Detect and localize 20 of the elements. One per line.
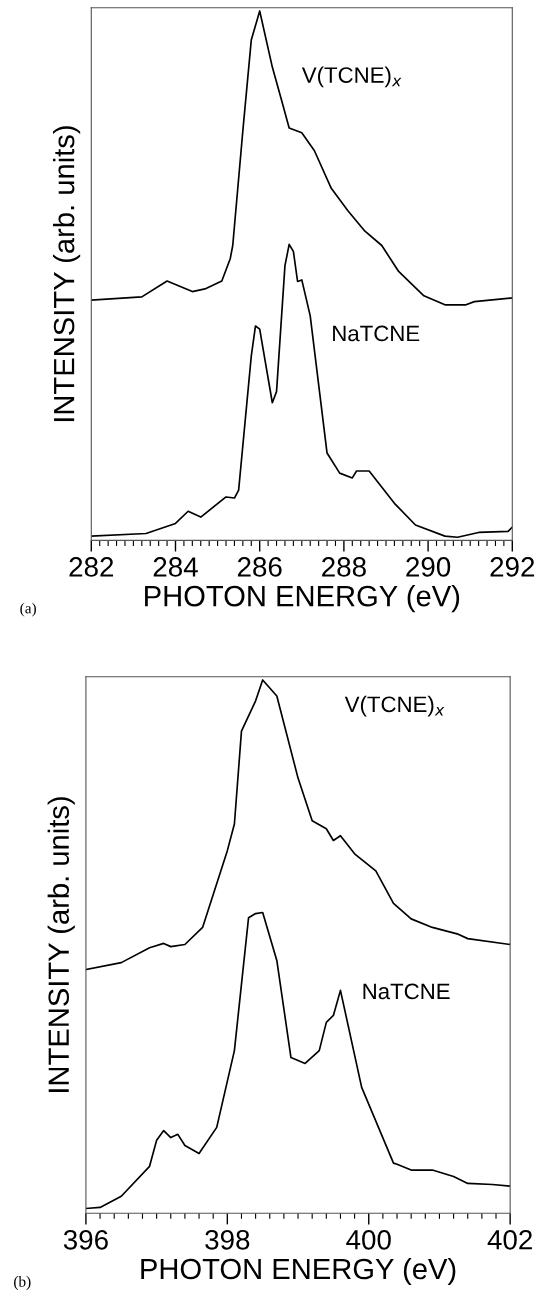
x-tick-label: 288 <box>322 557 366 577</box>
x-axis-title: PHOTON ENERGY (eV) <box>141 1257 456 1286</box>
x-tick-label: 284 <box>153 557 198 577</box>
text: (b) <box>14 1276 31 1290</box>
y-axis-title: INTENSITY (arb. units) <box>52 126 81 422</box>
x-tick-label: 282 <box>69 557 114 577</box>
series-label: NaTCNE <box>363 983 450 1000</box>
series-label: V(TCNE)$_{x}$ <box>301 66 402 88</box>
text: V(TCNE)$_{x}$ <box>344 695 445 717</box>
x-tick-label: 286 <box>237 557 282 577</box>
x-tick-label: 396 <box>63 1229 108 1250</box>
series-label: NaTCNE <box>333 325 420 342</box>
x-tick-label: 402 <box>487 1229 532 1250</box>
text: (a) <box>20 602 36 617</box>
x-tick-label: 290 <box>406 557 451 577</box>
y-axis-title: INTENSITY (arb. units) <box>47 797 75 1092</box>
x-axis-title: PHOTON ENERGY (eV) <box>145 585 460 613</box>
x-tick-label: 398 <box>205 1229 250 1250</box>
x-tick-label: 400 <box>346 1229 391 1250</box>
x-tick-label: 292 <box>490 557 535 577</box>
